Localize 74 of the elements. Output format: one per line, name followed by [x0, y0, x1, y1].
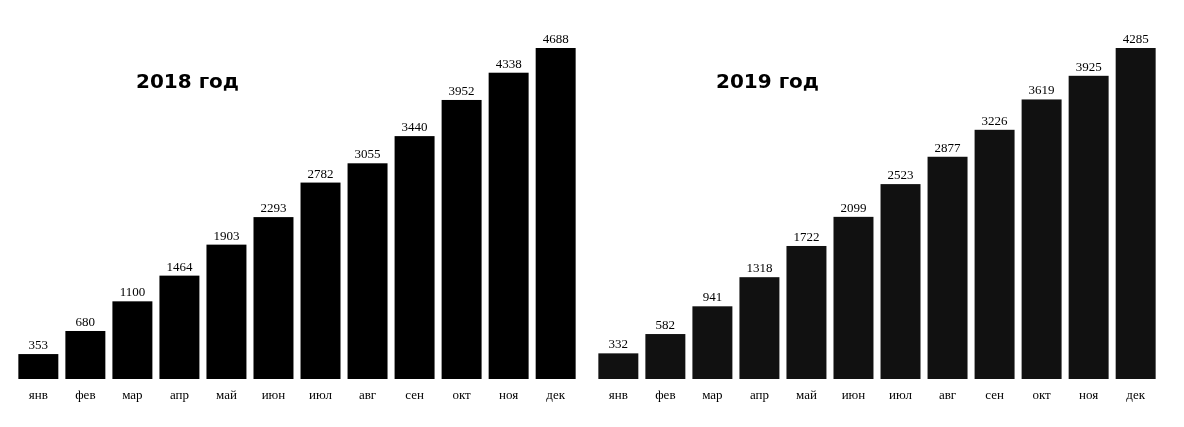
data-label: 2877 — [934, 139, 962, 155]
bar — [880, 184, 921, 379]
bar — [253, 217, 294, 379]
x-tick-label: сен — [405, 387, 424, 402]
bar — [65, 330, 106, 379]
data-label: 1464 — [166, 258, 193, 274]
bar — [692, 306, 733, 379]
data-label: 2782 — [307, 165, 334, 181]
x-tick-label: ноя — [499, 387, 519, 402]
bar — [535, 48, 576, 379]
text: 2019 год — [716, 69, 819, 93]
x-tick-label: фев — [75, 387, 96, 402]
bar — [18, 354, 59, 379]
bar — [1021, 99, 1062, 379]
data-label: 1722 — [793, 228, 820, 244]
bar — [927, 156, 968, 379]
bar — [441, 99, 482, 379]
x-tick-label: июл — [889, 387, 913, 402]
data-label: 3226 — [981, 112, 1009, 128]
x-tick-label: ноя — [1079, 387, 1099, 402]
x-tick-label: дек — [546, 387, 566, 402]
bar — [833, 216, 874, 379]
bar — [159, 275, 200, 379]
x-tick-label: июн — [261, 387, 286, 402]
data-label: 3925 — [1075, 58, 1102, 74]
data-label: 582 — [655, 317, 676, 333]
bar — [112, 301, 153, 379]
bar — [786, 245, 827, 379]
bar — [974, 129, 1015, 379]
bar — [300, 182, 341, 379]
x-tick-label: фев — [655, 387, 676, 402]
x-tick-label: май — [216, 387, 237, 402]
bar — [645, 334, 686, 379]
x-tick-label: апр — [169, 387, 189, 402]
x-tick-label: июн — [841, 387, 866, 402]
x-tick-label: июл — [309, 387, 333, 402]
data-label: 2293 — [260, 200, 287, 216]
bar — [206, 244, 247, 379]
bar — [394, 136, 435, 379]
data-label: 332 — [608, 336, 629, 352]
data-label: 3619 — [1028, 82, 1055, 98]
x-tick-label: янв — [608, 387, 628, 402]
data-label: 4285 — [1122, 31, 1149, 46]
x-tick-label: авг — [938, 387, 957, 402]
data-label: 1318 — [746, 260, 773, 276]
x-tick-label: мар — [122, 387, 143, 402]
bar — [598, 353, 639, 379]
data-label: 1903 — [213, 227, 240, 243]
x-tick-label: дек — [1126, 387, 1146, 402]
x-tick-label: янв — [28, 387, 48, 402]
data-label: 4338 — [495, 55, 522, 71]
x-tick-label: авг — [358, 387, 377, 402]
x-tick-label: окт — [452, 387, 472, 402]
data-label: 3952 — [448, 82, 475, 98]
x-tick-label: май — [796, 387, 817, 402]
data-label: 2099 — [840, 199, 867, 215]
x-tick-label: апр — [749, 387, 769, 402]
bar — [1115, 48, 1156, 379]
text: 2018 год — [136, 69, 239, 93]
data-label: 1100 — [119, 284, 146, 300]
data-label: 353 — [28, 337, 49, 353]
bar — [488, 72, 529, 379]
bar — [739, 277, 780, 379]
bar — [1068, 75, 1109, 379]
data-label: 680 — [75, 313, 96, 329]
x-tick-label: сен — [985, 387, 1004, 402]
data-label: 4688 — [542, 31, 569, 46]
data-label: 3055 — [354, 146, 381, 162]
bar — [347, 163, 388, 379]
x-tick-label: окт — [1032, 387, 1052, 402]
data-label: 2523 — [887, 167, 914, 183]
x-tick-label: мар — [702, 387, 723, 402]
data-label: 3440 — [401, 119, 428, 135]
data-label: 941 — [702, 289, 723, 305]
